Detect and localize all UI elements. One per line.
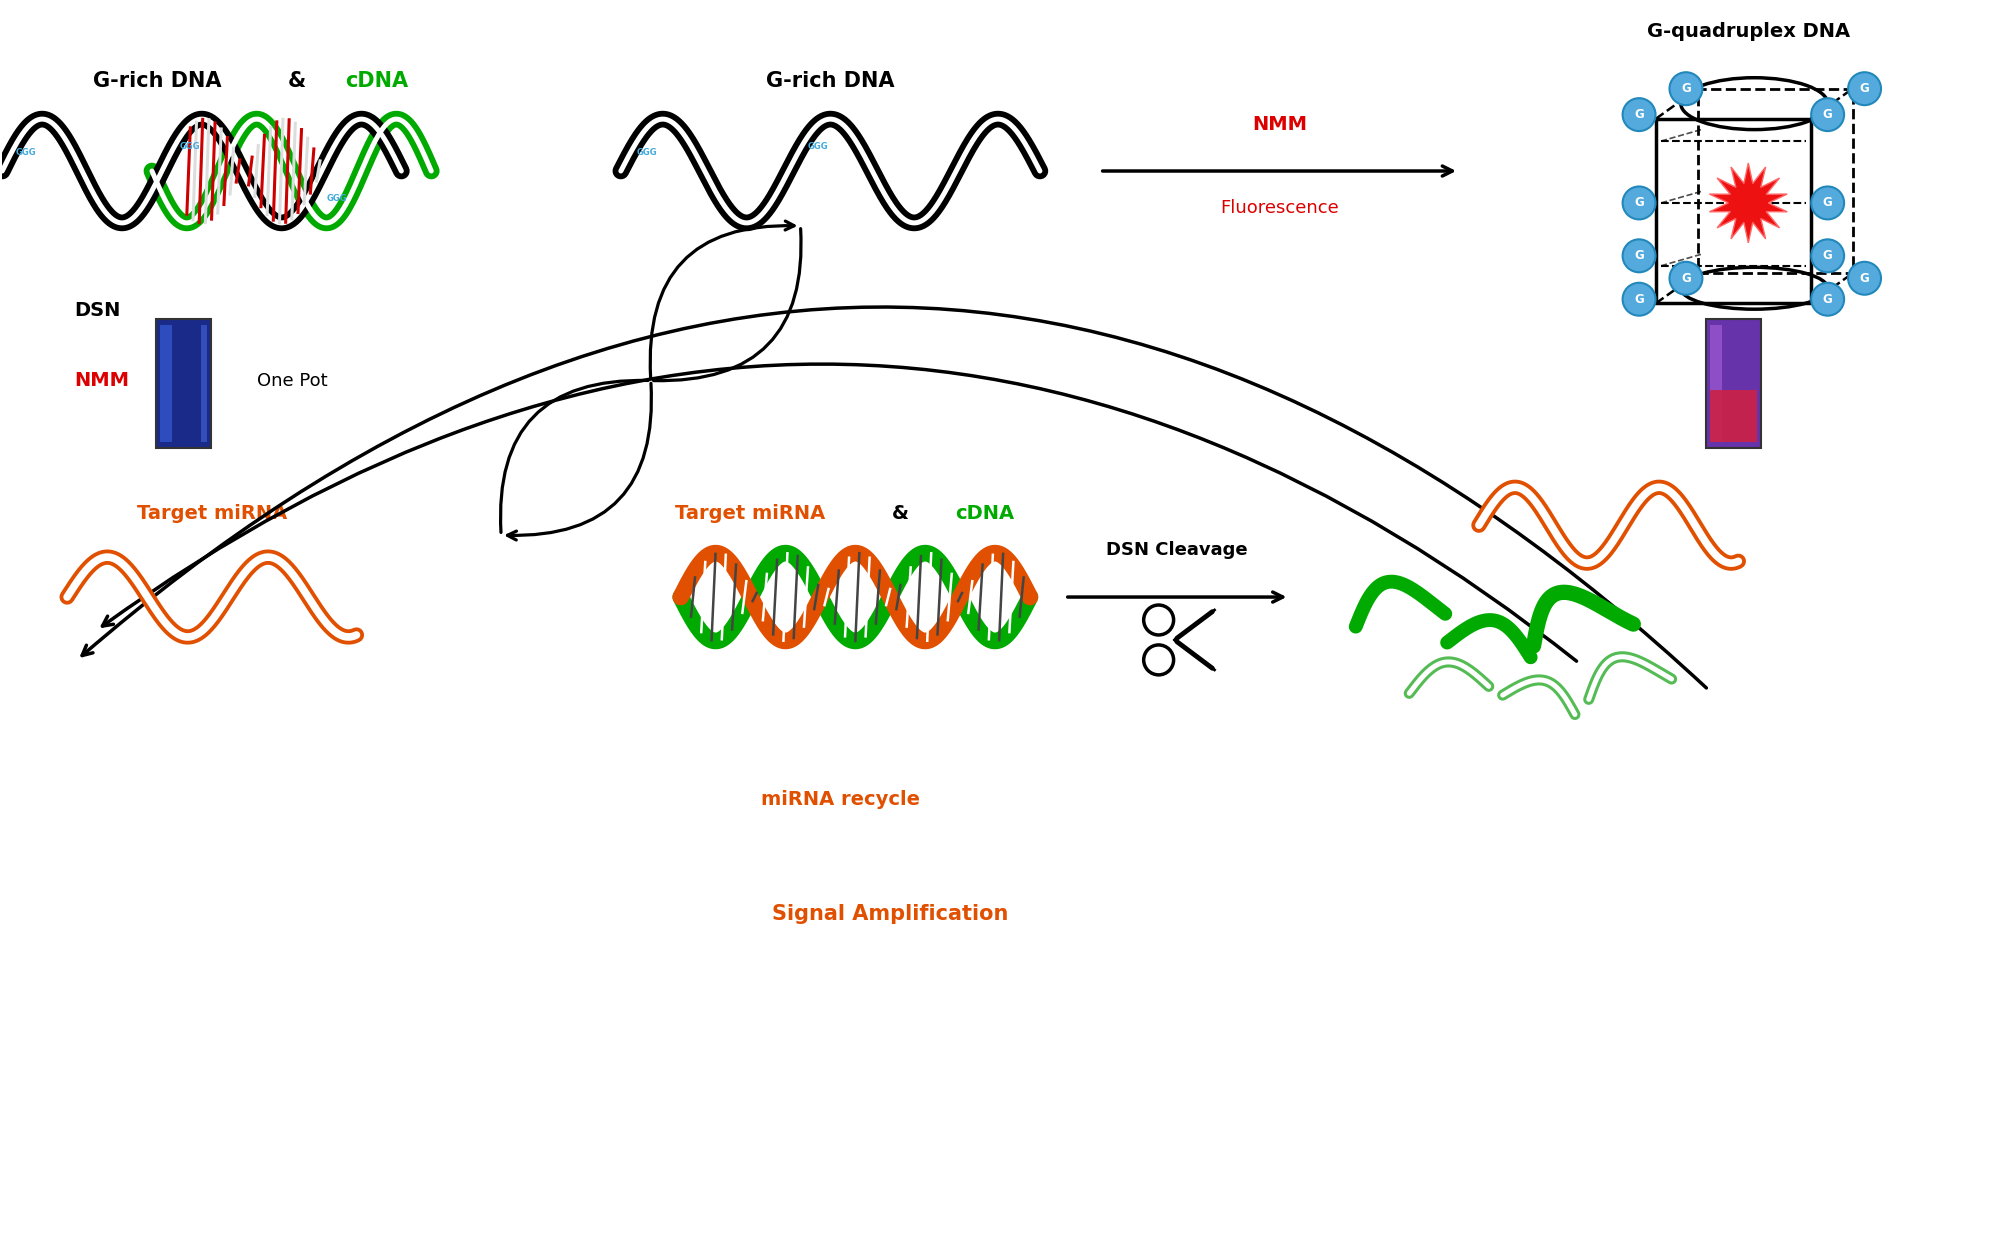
Circle shape: [1622, 98, 1656, 131]
Circle shape: [1810, 240, 1844, 272]
Text: G: G: [1682, 272, 1690, 285]
Text: cDNA: cDNA: [955, 504, 1016, 522]
Text: GGG: GGG: [179, 142, 201, 151]
Text: G: G: [1860, 83, 1869, 95]
Polygon shape: [157, 319, 211, 448]
Text: Signal Amplification: Signal Amplification: [773, 904, 1008, 924]
Circle shape: [1848, 72, 1881, 105]
Text: NMM: NMM: [74, 370, 128, 390]
Circle shape: [1622, 186, 1656, 220]
Circle shape: [1810, 186, 1844, 220]
Polygon shape: [1710, 390, 1756, 442]
Text: G: G: [1634, 109, 1644, 121]
Text: G: G: [1682, 83, 1690, 95]
Text: G: G: [1822, 196, 1832, 210]
Circle shape: [1670, 262, 1702, 295]
Text: G-rich DNA: G-rich DNA: [92, 72, 221, 91]
Text: &: &: [287, 72, 305, 91]
Text: GGG: GGG: [809, 142, 829, 151]
Text: GGG: GGG: [636, 148, 658, 157]
Polygon shape: [1706, 319, 1760, 448]
Text: DSN: DSN: [74, 301, 120, 320]
Circle shape: [1810, 98, 1844, 131]
Circle shape: [1810, 283, 1844, 316]
Text: G: G: [1822, 109, 1832, 121]
Text: Target miRNA: Target miRNA: [676, 504, 825, 522]
Text: G: G: [1822, 293, 1832, 306]
Text: cDNA: cDNA: [345, 72, 407, 91]
Polygon shape: [1710, 163, 1786, 243]
Text: GGG: GGG: [327, 194, 347, 203]
Text: G: G: [1860, 272, 1869, 285]
Text: miRNA recycle: miRNA recycle: [761, 790, 919, 809]
Text: G: G: [1634, 293, 1644, 306]
Text: GGG: GGG: [16, 148, 36, 157]
Text: NMM: NMM: [1252, 115, 1307, 133]
Circle shape: [1848, 262, 1881, 295]
Text: Fluorescence: Fluorescence: [1220, 199, 1339, 217]
Polygon shape: [201, 325, 207, 442]
Circle shape: [1622, 240, 1656, 272]
Text: DSN Cleavage: DSN Cleavage: [1106, 541, 1248, 559]
Text: One Pot: One Pot: [257, 372, 327, 389]
Circle shape: [1670, 72, 1702, 105]
Text: Target miRNA: Target miRNA: [136, 504, 287, 522]
Polygon shape: [161, 325, 173, 442]
Text: G-rich DNA: G-rich DNA: [767, 72, 895, 91]
Circle shape: [1622, 283, 1656, 316]
Text: G: G: [1634, 196, 1644, 210]
Text: &: &: [891, 504, 909, 522]
Text: G: G: [1822, 249, 1832, 262]
Polygon shape: [1710, 325, 1722, 442]
Text: G-quadruplex DNA: G-quadruplex DNA: [1648, 22, 1850, 41]
Text: G: G: [1634, 249, 1644, 262]
